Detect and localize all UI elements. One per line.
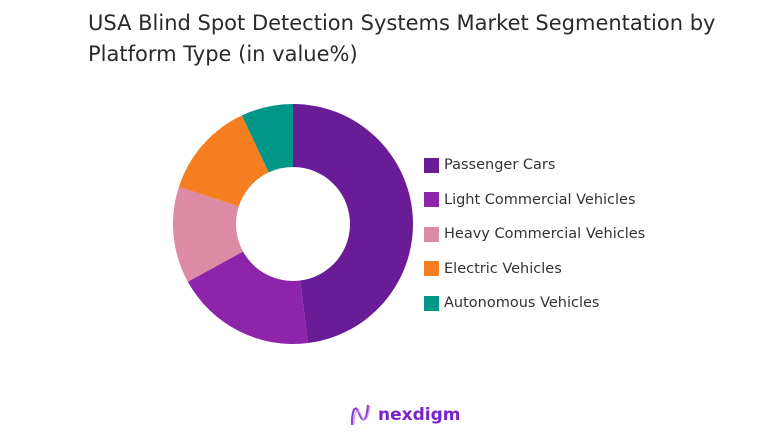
donut-slice-autonomous-vehicles (241, 104, 293, 173)
legend-item: Light Commercial Vehicles (424, 183, 645, 218)
legend-swatch (424, 295, 439, 311)
chart-title: USA Blind Spot Detection Systems Market … (88, 11, 716, 66)
legend-swatch (424, 157, 439, 173)
donut-slice-light-commercial-vehicles (187, 251, 309, 344)
donut-slice-passenger-cars (293, 104, 414, 344)
donut-slice-heavy-commercial-vehicles (172, 186, 244, 282)
legend-label: Electric Vehicles (444, 260, 562, 277)
legend-swatch (424, 226, 439, 242)
legend-swatch (424, 261, 439, 277)
legend-item: Heavy Commercial Vehicles (424, 217, 645, 252)
legend-item: Passenger Cars (424, 148, 645, 183)
legend-label: Passenger Cars (444, 157, 556, 174)
legend-item: Autonomous Vehicles (424, 286, 645, 321)
legend-label: Autonomous Vehicles (444, 295, 600, 312)
legend-item: Electric Vehicles (424, 252, 645, 287)
legend-label: Heavy Commercial Vehicles (444, 226, 646, 243)
legend-swatch (424, 192, 439, 208)
nexdigm-logo: nexdigm (350, 403, 460, 427)
legend-label: Light Commercial Vehicles (444, 191, 636, 208)
nexdigm-wave-icon (350, 404, 371, 426)
legend: Passenger Cars Light Commercial Vehicles H… (424, 148, 645, 321)
donut-slice-electric-vehicles (178, 115, 269, 207)
